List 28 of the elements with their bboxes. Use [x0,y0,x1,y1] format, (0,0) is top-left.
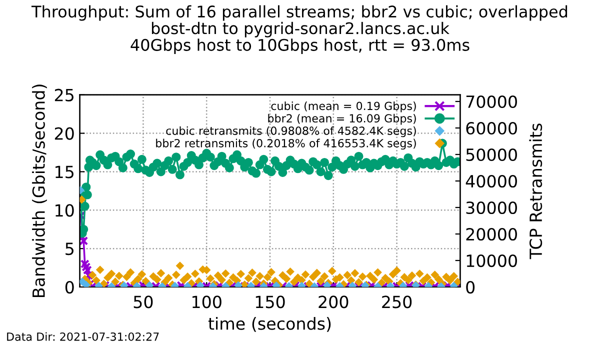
legend-label: bbr2 (mean = 16.09 Gbps) [268,114,416,125]
y-axis-title: Bandwidth (Gbits/second) [32,84,47,298]
x-tick-label: 100 [192,296,222,308]
y-tick-label: 10 [56,204,74,217]
legend-label: cubic retransmits (0.9808% of 4582.4K segs) [166,126,416,138]
y2-tick-label: 60000 [466,122,517,135]
y2-tick-label: 70000 [466,95,517,108]
y2-axis-title: TCP Retransmits [529,124,542,260]
chart-title: Throughput: Sum of 16 parallel streams; bbr2 vs cubic; overlapped bost-dtn to pygrid-sonar2.lancs.ac.uk 40Gbps host to 10Gbps host, rtt = 93.0ms [31,5,568,54]
y2-tick-label: 40000 [466,174,517,188]
y2-tick-label: 50000 [466,148,517,162]
x-tick-label: 50 [134,296,153,308]
x-tick-label: 250 [382,296,412,308]
y2-tick-label: 0 [466,280,475,294]
x-tick-label: 150 [256,296,285,308]
legend-label: bbr2 retransmits (0.2018% of 416553.4K segs) [156,138,416,150]
y2-tick-label: 20000 [466,228,517,241]
y-tick-label: 15 [56,166,74,178]
y-tick-label: 25 [54,88,74,102]
y-tick-label: 20 [54,127,74,140]
y2-tick-label: 30000 [466,201,517,214]
y-tick-label: 5 [66,242,74,256]
x-axis-title: time (seconds) [208,317,331,332]
text: Data Dir: 2021-07-31:02:27 [7,332,159,341]
y2-tick-label: 10000 [466,254,517,268]
legend-label: cubic (mean = 0.19 Gbps) [271,102,416,112]
x-tick-label: 200 [318,296,348,308]
y-tick-label: 0 [65,280,74,294]
